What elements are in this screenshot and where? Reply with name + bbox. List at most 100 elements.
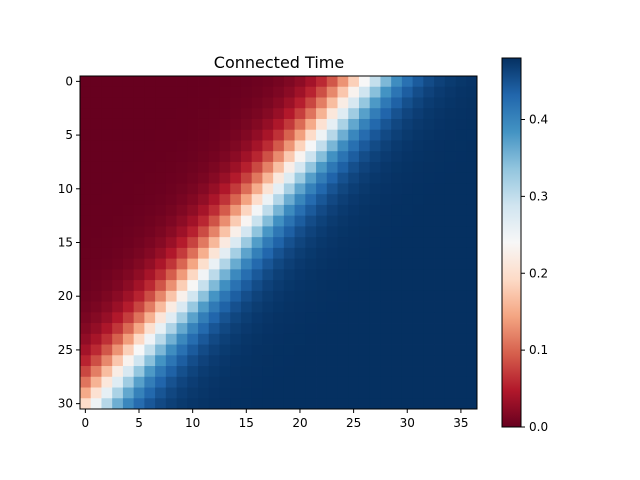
heatmap-cell bbox=[380, 398, 392, 410]
heatmap-cell bbox=[316, 258, 328, 270]
heatmap-cell bbox=[112, 323, 124, 335]
heatmap-cell bbox=[294, 355, 306, 367]
heatmap-cell bbox=[230, 172, 242, 184]
heatmap-cell bbox=[155, 215, 167, 227]
heatmap-cell bbox=[294, 215, 306, 227]
heatmap-cell bbox=[283, 76, 295, 88]
heatmap-cell bbox=[198, 183, 210, 195]
heatmap-cell bbox=[230, 237, 242, 249]
heatmap-cell bbox=[455, 280, 467, 292]
heatmap-cell bbox=[133, 280, 145, 292]
heatmap-cell bbox=[101, 269, 113, 281]
heatmap-cell bbox=[326, 280, 338, 292]
heatmap-cell bbox=[401, 280, 414, 292]
heatmap-cell bbox=[283, 140, 295, 152]
heatmap-cell bbox=[240, 151, 253, 163]
heatmap-cell bbox=[144, 366, 156, 378]
heatmap-cell bbox=[348, 129, 360, 141]
heatmap-cell bbox=[144, 247, 156, 260]
heatmap-cell bbox=[230, 269, 242, 281]
heatmap-cell bbox=[466, 280, 478, 292]
heatmap-cell bbox=[230, 204, 242, 217]
heatmap-cell bbox=[219, 172, 231, 184]
heatmap-cell bbox=[444, 290, 456, 302]
heatmap-cell bbox=[133, 333, 145, 345]
heatmap-cell bbox=[90, 183, 102, 195]
heatmap-cell bbox=[112, 312, 124, 324]
x-tick-label: 25 bbox=[346, 416, 361, 430]
heatmap-cell bbox=[326, 183, 338, 195]
heatmap-cell bbox=[358, 183, 371, 195]
heatmap-cell bbox=[283, 183, 295, 195]
heatmap-cell bbox=[176, 226, 188, 238]
heatmap-cell bbox=[112, 172, 124, 184]
heatmap-cell bbox=[369, 247, 381, 260]
heatmap-cell bbox=[369, 301, 381, 313]
chart-title: Connected Time bbox=[214, 53, 344, 72]
heatmap-cell bbox=[273, 258, 285, 270]
heatmap-cell bbox=[80, 333, 92, 345]
heatmap-cell bbox=[262, 355, 274, 367]
heatmap-cell bbox=[122, 172, 135, 184]
heatmap-cell bbox=[262, 118, 274, 131]
heatmap-cell bbox=[273, 387, 285, 399]
heatmap-cell bbox=[198, 161, 210, 174]
colorbar-tick-label: 0.0 bbox=[529, 420, 548, 434]
heatmap-cell bbox=[155, 290, 167, 302]
heatmap-cell bbox=[187, 204, 199, 217]
heatmap-cell bbox=[380, 355, 392, 367]
heatmap-cell bbox=[155, 312, 167, 324]
heatmap-cell bbox=[230, 376, 242, 388]
heatmap-cell bbox=[122, 387, 135, 399]
heatmap-cell bbox=[133, 97, 145, 109]
heatmap-cell bbox=[230, 151, 242, 163]
heatmap-cell bbox=[294, 333, 306, 345]
heatmap-cell bbox=[176, 161, 188, 174]
heatmap-cell bbox=[90, 204, 102, 217]
heatmap-cell bbox=[251, 355, 263, 367]
heatmap-cell bbox=[251, 118, 263, 131]
heatmap-cell bbox=[176, 183, 188, 195]
x-axis: 0 5 10 15 20 25 30 35 bbox=[82, 409, 469, 430]
heatmap-cell bbox=[401, 301, 414, 313]
heatmap-cell bbox=[412, 118, 424, 131]
heatmap-cell bbox=[101, 312, 113, 324]
heatmap-cell bbox=[434, 333, 446, 345]
heatmap-cell bbox=[337, 247, 349, 260]
heatmap-cell bbox=[283, 269, 295, 281]
heatmap-cell bbox=[337, 140, 349, 152]
heatmap-cell bbox=[262, 258, 274, 270]
heatmap-cell bbox=[337, 151, 349, 163]
heatmap-cell bbox=[444, 151, 456, 163]
heatmap-cell bbox=[283, 204, 295, 217]
heatmap-cell bbox=[423, 312, 435, 324]
heatmap-cell bbox=[294, 129, 306, 141]
heatmap-cell bbox=[434, 161, 446, 174]
heatmap-cell bbox=[122, 204, 135, 217]
heatmap-cell bbox=[326, 215, 338, 227]
heatmap-cell bbox=[455, 183, 467, 195]
heatmap-cell bbox=[273, 172, 285, 184]
heatmap-cell bbox=[305, 129, 317, 141]
heatmap-cell bbox=[283, 161, 295, 174]
heatmap-cell bbox=[369, 226, 381, 238]
heatmap-cell bbox=[294, 312, 306, 324]
heatmap-cell bbox=[434, 151, 446, 163]
heatmap-cell bbox=[198, 204, 210, 217]
heatmap-cell bbox=[401, 204, 414, 217]
heatmap-cell bbox=[187, 172, 199, 184]
heatmap-cell bbox=[240, 344, 253, 356]
heatmap-cell bbox=[155, 161, 167, 174]
heatmap-cell bbox=[316, 280, 328, 292]
heatmap-cell bbox=[444, 366, 456, 378]
heatmap-cell bbox=[251, 376, 263, 388]
heatmap-cell bbox=[337, 161, 349, 174]
heatmap-cell bbox=[176, 118, 188, 131]
heatmap-cell bbox=[90, 333, 102, 345]
heatmap-cell bbox=[273, 118, 285, 131]
heatmap-cell bbox=[380, 344, 392, 356]
heatmap-cell bbox=[230, 333, 242, 345]
heatmap-cell bbox=[176, 312, 188, 324]
heatmap-cell bbox=[369, 183, 381, 195]
x-tick-label: 10 bbox=[185, 416, 200, 430]
